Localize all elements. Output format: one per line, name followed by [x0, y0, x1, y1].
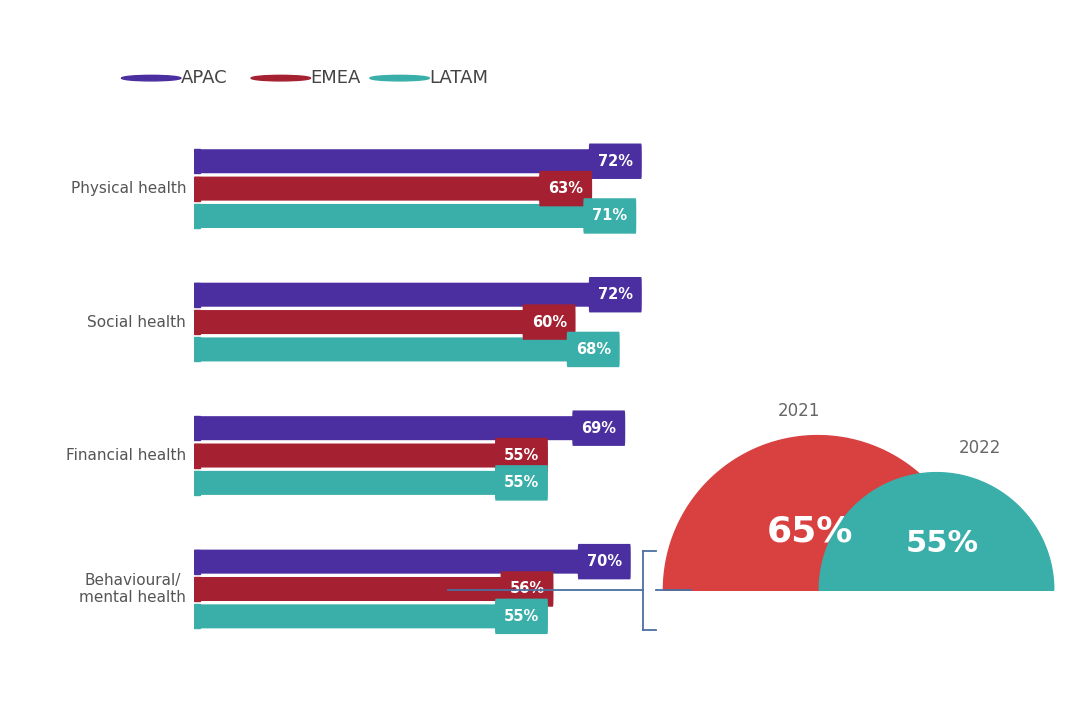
Circle shape: [252, 76, 311, 81]
FancyBboxPatch shape: [194, 283, 592, 307]
Bar: [194, 310, 200, 334]
Text: 72%: 72%: [598, 154, 633, 168]
Ellipse shape: [490, 444, 505, 467]
Circle shape: [369, 76, 430, 81]
FancyBboxPatch shape: [194, 549, 581, 574]
Text: 71%: 71%: [593, 209, 627, 223]
Bar: [194, 149, 200, 174]
FancyBboxPatch shape: [194, 204, 586, 228]
FancyBboxPatch shape: [539, 171, 592, 207]
FancyBboxPatch shape: [567, 332, 620, 367]
FancyBboxPatch shape: [578, 544, 631, 580]
Bar: [194, 577, 200, 601]
Text: 2022: 2022: [959, 439, 1001, 457]
FancyBboxPatch shape: [194, 310, 526, 334]
Text: 55%: 55%: [504, 448, 539, 463]
Text: 70%: 70%: [586, 554, 622, 569]
Text: 55%: 55%: [504, 475, 539, 490]
Text: Social health: Social health: [87, 315, 186, 330]
Text: EMEA: EMEA: [311, 69, 361, 87]
Text: 56%: 56%: [510, 582, 544, 596]
Ellipse shape: [579, 204, 594, 228]
FancyBboxPatch shape: [194, 176, 542, 201]
Ellipse shape: [518, 310, 534, 334]
FancyBboxPatch shape: [589, 143, 642, 179]
FancyBboxPatch shape: [495, 598, 548, 634]
Text: 65%: 65%: [767, 514, 853, 548]
FancyBboxPatch shape: [194, 444, 498, 467]
Bar: [194, 604, 200, 629]
Text: 60%: 60%: [531, 315, 567, 330]
Ellipse shape: [584, 149, 599, 174]
Ellipse shape: [496, 577, 511, 601]
FancyBboxPatch shape: [583, 198, 636, 234]
Bar: [194, 549, 200, 574]
Ellipse shape: [490, 604, 505, 629]
FancyBboxPatch shape: [194, 149, 592, 174]
FancyBboxPatch shape: [500, 571, 553, 607]
Text: APAC: APAC: [181, 69, 228, 87]
Bar: [194, 176, 200, 201]
Ellipse shape: [573, 549, 589, 574]
Text: Physical health: Physical health: [70, 181, 186, 196]
FancyBboxPatch shape: [194, 604, 498, 629]
Ellipse shape: [568, 416, 583, 440]
Text: 55%: 55%: [906, 529, 980, 558]
Bar: [194, 204, 200, 228]
Ellipse shape: [490, 471, 505, 495]
FancyBboxPatch shape: [572, 410, 625, 446]
Text: 68%: 68%: [576, 342, 611, 357]
Text: 63%: 63%: [549, 181, 583, 196]
FancyBboxPatch shape: [589, 277, 642, 312]
Bar: [194, 444, 200, 467]
FancyBboxPatch shape: [194, 338, 570, 361]
Text: 69%: 69%: [581, 420, 617, 436]
Polygon shape: [663, 436, 972, 590]
Ellipse shape: [562, 338, 578, 361]
FancyBboxPatch shape: [495, 438, 548, 473]
Ellipse shape: [535, 176, 550, 201]
Circle shape: [121, 76, 180, 81]
FancyBboxPatch shape: [523, 305, 576, 340]
Bar: [194, 338, 200, 361]
Text: 72%: 72%: [598, 287, 633, 302]
Ellipse shape: [584, 283, 599, 307]
Text: Behavioural/
mental health: Behavioural/ mental health: [79, 573, 186, 606]
Bar: [194, 283, 200, 307]
Text: 2021: 2021: [778, 402, 821, 420]
Bar: [194, 471, 200, 495]
Text: 55%: 55%: [504, 609, 539, 624]
FancyBboxPatch shape: [194, 416, 576, 440]
Text: Financial health: Financial health: [66, 448, 186, 463]
Bar: [194, 416, 200, 440]
FancyBboxPatch shape: [194, 471, 498, 495]
Polygon shape: [820, 472, 1054, 590]
Text: LATAM: LATAM: [430, 69, 488, 87]
FancyBboxPatch shape: [194, 577, 503, 601]
FancyBboxPatch shape: [495, 465, 548, 500]
